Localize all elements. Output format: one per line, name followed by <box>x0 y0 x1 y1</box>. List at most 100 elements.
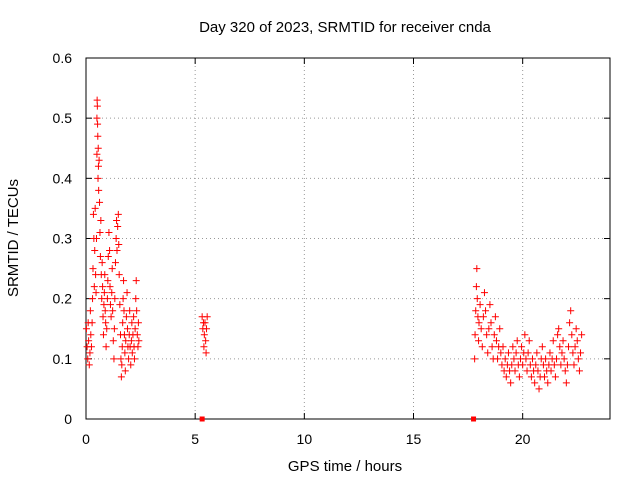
data-point <box>534 367 542 375</box>
data-point <box>109 307 117 315</box>
data-point <box>130 313 138 321</box>
data-point <box>117 355 125 363</box>
data-point <box>544 379 552 387</box>
data-point <box>487 319 495 327</box>
data-point <box>106 247 114 255</box>
data-point <box>523 367 531 375</box>
data-point <box>473 295 481 303</box>
data-point <box>120 277 128 285</box>
data-point <box>553 355 561 363</box>
data-point <box>578 331 586 339</box>
data-point <box>560 355 568 363</box>
data-point <box>100 289 108 297</box>
data-point <box>504 349 512 357</box>
data-point <box>132 295 140 303</box>
data-point <box>496 325 504 333</box>
data-point <box>502 373 510 381</box>
chart-title: Day 320 of 2023, SRMTID for receiver cnd… <box>199 19 491 36</box>
data-point <box>97 216 105 224</box>
data-point <box>133 307 141 315</box>
data-point <box>96 198 104 206</box>
data-point <box>567 307 575 315</box>
data-point <box>85 361 93 369</box>
data-point <box>569 349 577 357</box>
data-point <box>113 216 121 224</box>
data-point <box>472 307 480 315</box>
data-point <box>128 319 136 327</box>
data-point <box>113 247 121 255</box>
data-point <box>501 355 509 363</box>
zero-marker <box>471 416 477 422</box>
data-point <box>577 349 585 357</box>
data-point <box>82 325 90 333</box>
data-point <box>471 355 479 363</box>
data-point <box>134 343 142 351</box>
data-point <box>110 355 118 363</box>
data-point <box>84 355 92 363</box>
y-tick-label: 0.5 <box>53 110 73 126</box>
data-point <box>480 289 488 297</box>
data-point <box>549 337 557 345</box>
data-point <box>563 361 571 369</box>
data-point <box>122 313 130 321</box>
data-point <box>103 325 111 333</box>
data-point <box>538 343 546 351</box>
data-point <box>85 337 93 345</box>
data-point <box>99 283 107 291</box>
data-point <box>525 337 533 345</box>
data-point <box>575 367 583 375</box>
data-point <box>573 337 581 345</box>
data-point <box>117 373 125 381</box>
data-point <box>524 349 532 357</box>
data-point <box>476 301 484 309</box>
data-point <box>103 295 111 303</box>
data-point <box>116 301 124 309</box>
data-point <box>121 367 129 375</box>
data-point <box>118 361 126 369</box>
data-point <box>200 343 208 351</box>
data-point <box>94 174 102 182</box>
y-tick-label: 0.1 <box>53 351 73 367</box>
data-point <box>557 361 565 369</box>
data-point <box>574 355 582 363</box>
data-point <box>126 307 134 315</box>
data-point <box>94 162 102 170</box>
data-point <box>571 343 579 351</box>
data-point <box>133 331 141 339</box>
data-point <box>202 349 210 357</box>
data-point <box>125 355 133 363</box>
data-point <box>541 373 548 381</box>
y-axis-label: SRMTID / TECUs <box>5 179 22 297</box>
data-point <box>128 349 136 357</box>
data-point <box>492 337 500 345</box>
data-point <box>89 265 97 273</box>
y-tick-label: 0.4 <box>53 170 73 186</box>
data-point <box>482 307 490 315</box>
data-point <box>509 343 517 351</box>
data-point <box>566 319 574 327</box>
y-tick-label: 0.2 <box>53 291 73 307</box>
data-point <box>532 361 540 369</box>
data-point <box>570 361 578 369</box>
data-point <box>475 319 483 327</box>
data-point <box>508 361 516 369</box>
data-point <box>88 319 96 327</box>
data-point <box>491 313 499 321</box>
data-point <box>86 349 94 357</box>
data-point <box>90 283 98 291</box>
y-tick-label: 0.3 <box>53 231 73 247</box>
data-point <box>203 313 211 321</box>
data-point <box>102 343 110 351</box>
data-point <box>92 235 100 242</box>
data-point <box>106 283 114 291</box>
data-point <box>94 120 102 128</box>
data-point <box>94 144 102 152</box>
data-point <box>477 325 485 333</box>
data-point <box>115 271 123 279</box>
data-point <box>479 313 487 321</box>
data-point <box>478 343 486 351</box>
data-point <box>110 325 118 333</box>
data-point <box>522 355 530 363</box>
data-point <box>115 241 123 249</box>
